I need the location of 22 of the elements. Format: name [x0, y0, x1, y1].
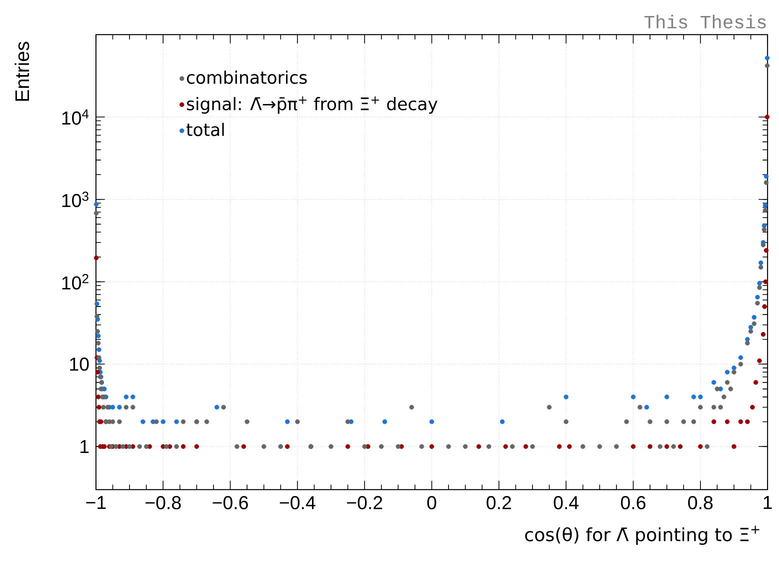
- text: This Thesis: [644, 14, 766, 29]
- x-axis-title: cos(θ) for Λ̄ pointing to Ξ$^{+}$: [525, 526, 760, 545]
- legend-label: combinatorics: [186, 70, 307, 84]
- x-tick-label: 0.2: [486, 496, 511, 510]
- x-tick-label: −0.4: [280, 496, 316, 510]
- x-tick-label: 0.6: [620, 496, 646, 510]
- x-tick-label: −0.6: [212, 496, 248, 510]
- x-tick-label: −1: [86, 496, 106, 510]
- x-tick-label: 0.4: [554, 496, 579, 510]
- y-tick-label: 10$^{3}$: [62, 192, 88, 208]
- x-tick-label: −0.2: [347, 496, 382, 510]
- legend-label: signal: Λ̄→p̄π$^{+}$ from Ξ$^{+}$ decay: [186, 96, 438, 114]
- y-tick-label: 10$^{4}$: [62, 109, 89, 125]
- x-tick-label: 0: [427, 496, 436, 510]
- x-tick-label: −0.8: [146, 496, 181, 510]
- x-tick-label: 0.8: [688, 496, 713, 510]
- y-tick-label: 1: [80, 440, 89, 454]
- y-tick-label: 10: [70, 358, 89, 371]
- y-axis-title: Entries: [14, 42, 30, 101]
- legend-label: total: [186, 122, 224, 136]
- y-tick-label: 10$^{2}$: [62, 274, 88, 290]
- x-tick-label: 1: [764, 496, 772, 510]
